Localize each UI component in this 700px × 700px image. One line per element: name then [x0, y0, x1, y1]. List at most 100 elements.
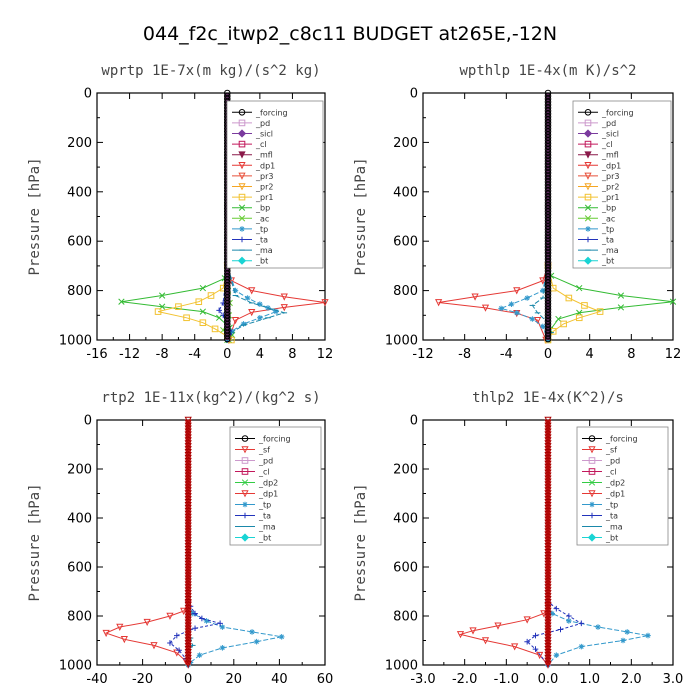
legend-marker: [588, 490, 596, 498]
chart-panel-1: wprtp 1E-7x(m kg)/(s^2 kg) Pressure [hPa]…: [27, 63, 333, 362]
data-point: [529, 316, 536, 322]
chart-panel-3: rtp2 1E-11x(kg^2)/(kg^2 s) Pressure [hPa]…: [27, 390, 333, 687]
data-point: [257, 314, 263, 321]
data-point: [481, 637, 490, 645]
legend-label: _tp: [605, 501, 618, 510]
data-point: [669, 298, 677, 305]
data-point: [143, 618, 151, 627]
data-point: [199, 615, 205, 622]
legend-label: _sicl: [601, 130, 619, 139]
data-point: [524, 638, 530, 645]
data-point: [158, 292, 166, 299]
x-tick-label: -12: [119, 347, 140, 362]
chart-panel-4: thlp2 1E-4x(K^2)/s Pressure [hPa] -3.0 -2.0…: [353, 390, 683, 687]
data-point: [280, 304, 288, 312]
data-point: [211, 325, 219, 333]
data-point: [280, 293, 288, 301]
data-point: [523, 616, 531, 624]
legend-label: _tp: [255, 225, 268, 234]
legend-marker: [241, 435, 249, 442]
y-tick-label: 0: [410, 414, 418, 429]
y-tick-label: 600: [393, 235, 418, 250]
legend-label: _pr3: [255, 172, 273, 181]
y-tick-label: 200: [67, 463, 92, 478]
legend-label: _sf: [258, 446, 270, 455]
legend-label: _ta: [605, 512, 618, 521]
data-point: [578, 620, 585, 627]
data-point: [536, 651, 544, 660]
legend-label: _bt: [255, 257, 268, 266]
data-point: [248, 287, 256, 295]
data-point: [553, 652, 560, 658]
x-tick-label: -12: [412, 347, 433, 362]
legend-marker: [584, 109, 592, 116]
legend-label: _forcing: [601, 108, 634, 117]
y-tick-label: 800: [67, 284, 92, 299]
data-point: [154, 308, 162, 315]
legend-label: _forcing: [258, 435, 291, 444]
x-tick-label: 20: [226, 672, 243, 687]
legend-label: _sf: [605, 446, 617, 455]
legend-marker: [240, 533, 250, 542]
zero-marker: [544, 660, 552, 668]
legend-marker: [238, 119, 246, 127]
x-tick-label: 3.0: [663, 672, 684, 687]
data-point: [511, 643, 519, 651]
legend-label: _dp2: [605, 479, 625, 488]
legend-label: _bt: [258, 534, 271, 543]
panel-title: rtp2 1E-11x(kg^2)/(kg^2 s): [101, 390, 320, 406]
legend-marker: [588, 435, 596, 442]
x-tick-label: 60: [317, 672, 334, 687]
x-tick-label: -8: [458, 347, 471, 362]
data-point: [508, 301, 515, 307]
legend-marker: [583, 256, 593, 265]
legend-label: _dp2: [258, 479, 278, 488]
legend-label: _pr3: [601, 172, 619, 181]
legend-marker: [584, 140, 592, 148]
x-tick-label: -8: [156, 347, 169, 362]
data-point: [539, 277, 547, 285]
data-point: [175, 303, 182, 310]
x-tick-label: 0: [184, 672, 192, 687]
legend-label: _mfl: [255, 151, 273, 160]
y-tick-label: 200: [393, 463, 418, 478]
zero-marker: [223, 335, 231, 343]
data-point: [321, 299, 329, 307]
data-point: [257, 301, 263, 307]
figure-title: 044_f2c_itwp2_c8c11 BUDGET at265E,-12N: [143, 23, 557, 45]
y-tick-label: 1000: [385, 659, 418, 674]
data-point: [244, 295, 251, 301]
x-tick-label: 2.0: [621, 672, 642, 687]
legend-marker: [585, 236, 591, 243]
data-point: [555, 315, 562, 323]
data-point: [471, 293, 479, 301]
legend-marker: [239, 236, 245, 243]
y-tick-label: 800: [393, 284, 418, 299]
y-tick-label: 800: [393, 610, 418, 625]
legend-label: _pr2: [255, 183, 273, 192]
data-point: [560, 320, 567, 328]
legend-label: _forcing: [255, 108, 288, 117]
legend-marker: [584, 204, 592, 211]
legend-label: _bp: [255, 204, 270, 213]
legend-marker: [238, 215, 246, 222]
legend-marker: [588, 468, 596, 475]
data-point: [195, 298, 203, 306]
x-tick-label: 0: [223, 347, 231, 362]
y-tick-label: 400: [67, 185, 92, 200]
series-line-tp: [499, 93, 549, 341]
x-tick-label: 8: [627, 347, 635, 362]
legend-marker: [584, 193, 592, 201]
data-point: [199, 284, 207, 292]
data-point: [199, 319, 207, 327]
data-point: [196, 652, 203, 658]
legend-label: _pd: [605, 457, 620, 466]
zero-marker: [184, 660, 192, 668]
data-point: [120, 635, 128, 644]
legend-marker: [239, 226, 245, 232]
data-point: [566, 618, 572, 624]
series-line-dp1: [104, 420, 189, 666]
legend-marker: [584, 172, 592, 180]
data-point: [513, 310, 520, 316]
x-tick-label: 8: [288, 347, 296, 362]
